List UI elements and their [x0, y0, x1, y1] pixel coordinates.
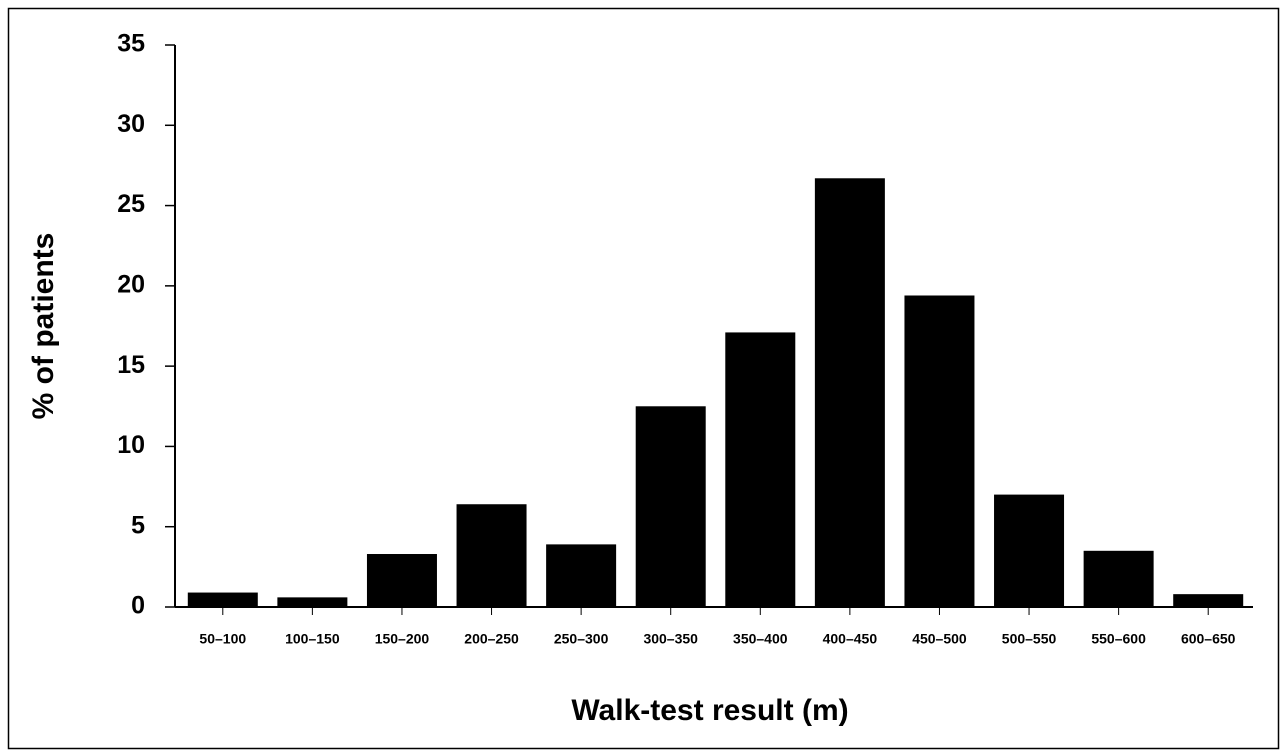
y-tick-label: 15	[117, 351, 145, 379]
bar	[994, 494, 1065, 607]
x-tick-label: 300–350	[643, 631, 698, 647]
x-axis-label: Walk-test result (m)	[571, 694, 848, 727]
y-tick-label: 25	[117, 190, 145, 218]
bar	[1173, 594, 1244, 607]
frame	[7, 7, 1280, 750]
x-tick-label: 600–650	[1181, 631, 1236, 647]
x-tick-label: 200–250	[464, 631, 519, 647]
x-tick-label: 400–450	[823, 631, 878, 647]
y-tick-label: 30	[117, 110, 145, 138]
bar	[366, 554, 437, 607]
y-tick-label: 35	[117, 30, 145, 58]
x-tick-label: 550–600	[1091, 631, 1146, 647]
x-tick-label: 100–150	[285, 631, 340, 647]
bar	[546, 544, 617, 607]
x-tick-label: 50–100	[199, 631, 246, 647]
bar	[725, 332, 796, 607]
x-tick-label: 250–300	[554, 631, 609, 647]
bar	[814, 178, 885, 607]
bar	[277, 597, 348, 607]
bar	[635, 406, 706, 607]
x-tick-label: 150–200	[375, 631, 430, 647]
x-tick-label: 500–550	[1002, 631, 1057, 647]
y-tick-label: 20	[117, 270, 145, 298]
bar	[187, 592, 258, 607]
bar	[456, 504, 527, 607]
y-tick-label: 0	[131, 592, 145, 620]
bar	[1083, 550, 1154, 607]
y-tick-label: 5	[131, 511, 145, 539]
x-tick-label: 450–500	[912, 631, 967, 647]
x-tick-label: 350–400	[733, 631, 788, 647]
y-axis-label: % of patients	[27, 233, 60, 420]
y-tick-label: 10	[117, 431, 145, 459]
bar	[904, 295, 975, 607]
